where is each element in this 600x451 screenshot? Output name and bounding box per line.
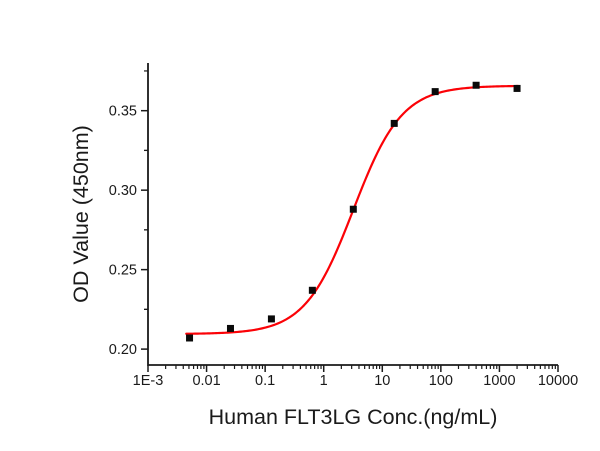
measured-od-point [308, 286, 316, 294]
x-tick-label: 1E-3 [133, 373, 164, 389]
chart-svg: 1E-3 0.01 0.1 1 10 100 1000 10000 0.20 0.25 0.30 0.… [69, 63, 578, 429]
measured-od-point [226, 324, 234, 332]
x-tick-label: 100 [429, 373, 453, 389]
axis-spine [147, 63, 558, 366]
x-tick-label: 0.01 [192, 373, 220, 389]
x-axis-title: Human FLT3LG Conc.(ng/mL) [209, 405, 498, 429]
measured-od-point [267, 315, 275, 323]
x-tick-label: 10 [374, 373, 390, 389]
dose-response-chart: 1E-3 0.01 0.1 1 10 100 1000 10000 0.20 0.25 0.30 0.… [40, 16, 600, 435]
y-tick-label: 0.25 [109, 263, 137, 279]
y-tick-label: 0.20 [109, 342, 137, 358]
measured-od-point [390, 119, 398, 127]
y-tick-label: 0.30 [109, 183, 137, 199]
measured-od-point [431, 88, 439, 96]
x-tick-label: 10000 [538, 373, 578, 389]
x-tick-label: 0.1 [255, 373, 275, 389]
measured-od-point [186, 334, 194, 342]
measured-od-point [349, 205, 357, 213]
measured-od-point [513, 84, 521, 92]
x-tick-label: 1000 [483, 373, 515, 389]
axis-layer: 1E-3 0.01 0.1 1 10 100 1000 10000 0.20 0.25 0.30 0.… [109, 63, 578, 389]
y-tick-label: 0.35 [109, 104, 137, 120]
measured-od-point [472, 81, 480, 89]
y-axis-title: OD Value (450nm) [69, 125, 93, 303]
series-layer [185, 81, 521, 342]
x-tick-label: 1 [320, 373, 328, 389]
